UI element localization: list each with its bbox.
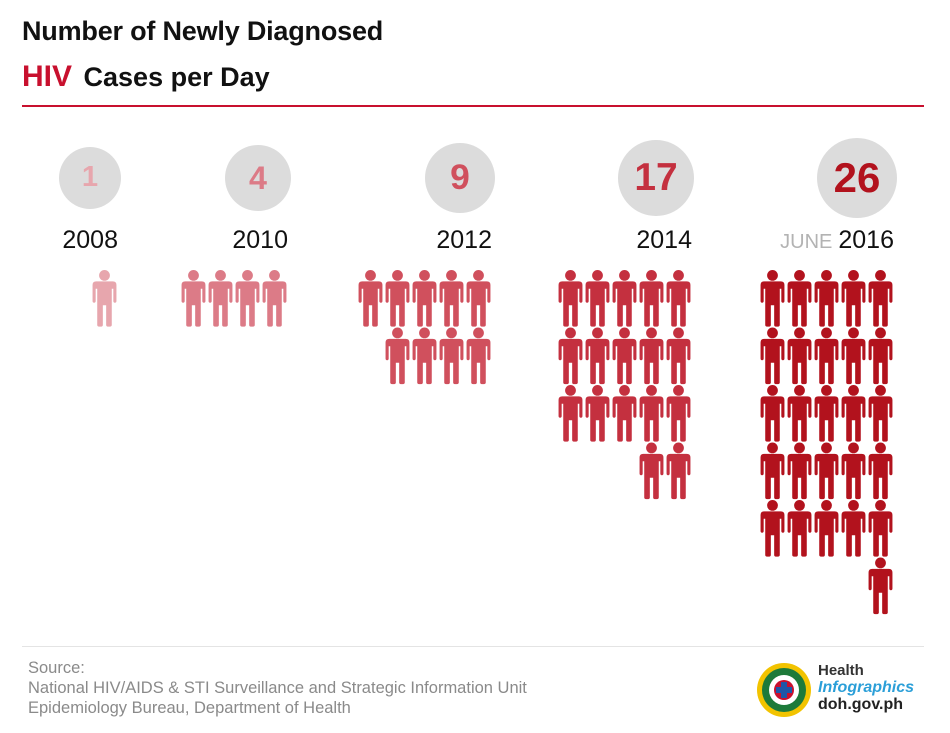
person-icon	[666, 442, 691, 500]
value-label: 4	[249, 159, 267, 196]
person-icon	[558, 327, 583, 385]
person-icon	[841, 270, 866, 327]
source-line2: Epidemiology Bureau, Department of Healt…	[28, 699, 351, 717]
source-line1: National HIV/AIDS & STI Surveillance and…	[28, 679, 527, 697]
person-icon	[841, 385, 866, 442]
person-icon	[814, 442, 839, 500]
person-icon	[868, 270, 893, 327]
person-icon	[558, 385, 583, 442]
person-icon	[841, 442, 866, 500]
person-icon	[385, 327, 410, 385]
person-icon	[466, 327, 491, 385]
year-text: 2012	[436, 226, 492, 254]
icon-group-2012	[358, 270, 491, 385]
person-icon	[760, 327, 785, 385]
person-icon	[760, 442, 785, 500]
icon-group-2008	[92, 270, 117, 327]
chart-title-line2: HIV Cases per Day	[22, 60, 270, 94]
person-icon	[385, 270, 410, 327]
person-icon	[841, 327, 866, 385]
person-icon	[666, 385, 691, 442]
icon-group-2016	[760, 270, 893, 615]
person-icon	[235, 270, 260, 327]
value-circle-2014: 17	[618, 140, 694, 216]
person-icon	[639, 385, 664, 442]
year-text: 2010	[232, 226, 288, 254]
value-circle-2008: 1	[58, 146, 122, 210]
brand-block: Health Infographics doh.gov.ph	[818, 662, 914, 713]
value-label: 9	[450, 157, 470, 198]
person-icon	[787, 385, 812, 442]
brand-line3: doh.gov.ph	[818, 696, 904, 713]
value-circle-2016: 26	[817, 138, 897, 218]
person-icon	[760, 385, 785, 442]
person-icon	[787, 500, 812, 557]
footer-divider	[22, 646, 924, 647]
person-icon	[666, 327, 691, 385]
person-icon	[439, 270, 464, 327]
person-icon	[868, 557, 893, 615]
person-icon	[585, 327, 610, 385]
year-label-2008: 2008	[62, 226, 118, 255]
person-icon	[814, 385, 839, 442]
year-text: 2008	[62, 226, 118, 254]
person-icon	[612, 385, 637, 442]
person-icon	[92, 270, 117, 327]
doh-seal-icon	[757, 663, 811, 717]
person-icon	[208, 270, 233, 327]
person-icon	[787, 442, 812, 500]
person-icon	[639, 270, 664, 327]
icon-group-2014	[558, 270, 691, 500]
person-icon	[868, 500, 893, 557]
person-icon	[181, 270, 206, 327]
person-icon	[760, 500, 785, 557]
person-icon	[585, 270, 610, 327]
year-label-2014: 2014	[636, 226, 692, 255]
person-icon	[868, 385, 893, 442]
person-icon	[814, 327, 839, 385]
person-icon	[558, 270, 583, 327]
value-label: 26	[833, 154, 881, 201]
person-icon	[439, 327, 464, 385]
person-icon	[760, 270, 785, 327]
person-icon	[412, 270, 437, 327]
source-block: Source: National HIV/AIDS & STI Surveill…	[28, 658, 527, 718]
person-icon	[814, 270, 839, 327]
person-icon	[412, 327, 437, 385]
person-icon	[612, 327, 637, 385]
year-text: 2014	[636, 226, 692, 254]
brand-line2: Infographics	[818, 679, 915, 696]
person-icon	[585, 385, 610, 442]
value-label: 17	[634, 155, 678, 199]
title-divider	[22, 105, 924, 107]
person-icon	[639, 442, 664, 500]
value-circle-2012: 9	[424, 142, 496, 214]
year-text: 2016	[838, 226, 894, 254]
chart-title-line1: Number of Newly Diagnosed	[22, 16, 384, 46]
value-label: 1	[81, 161, 99, 194]
person-icon	[841, 500, 866, 557]
person-icon	[639, 327, 664, 385]
person-icon	[666, 270, 691, 327]
year-label-2012: 2012	[436, 226, 492, 255]
year-label-2016: JUNE 2016	[780, 226, 894, 255]
icon-group-2010	[181, 270, 287, 327]
value-circle-2010: 4	[224, 144, 292, 212]
person-icon	[612, 270, 637, 327]
title-highlight-hiv: HIV	[22, 60, 73, 93]
person-icon	[358, 270, 383, 327]
person-icon	[868, 442, 893, 500]
person-icon	[787, 270, 812, 327]
pictograph-figures	[92, 270, 893, 615]
person-icon	[262, 270, 287, 327]
person-icon	[466, 270, 491, 327]
title-line2-text: Cases per Day	[83, 62, 270, 92]
year-prefix-label: JUNE	[780, 231, 833, 253]
brand-line1: Health	[818, 662, 864, 679]
source-label: Source:	[28, 659, 85, 677]
year-label-2010: 2010	[232, 226, 288, 255]
person-icon	[787, 327, 812, 385]
person-icon	[868, 327, 893, 385]
person-icon	[814, 500, 839, 557]
